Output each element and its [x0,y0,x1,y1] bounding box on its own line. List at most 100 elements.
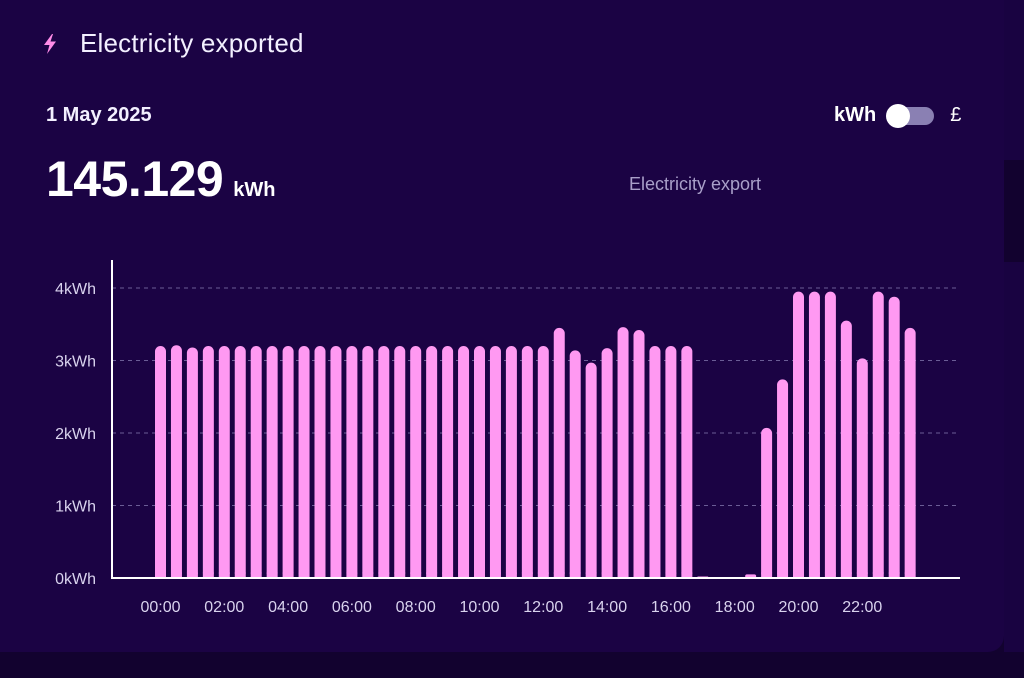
electricity-exported-card [0,0,1004,652]
bar-base-06:00 [346,572,358,578]
bar-14:00[interactable] [601,348,613,578]
bar-base-05:30 [330,572,342,578]
bar-00:30[interactable] [170,345,182,578]
bar-base-11:30 [521,572,533,578]
total-export-value: 145.129 [46,151,224,207]
bar-base-00:30 [170,572,182,578]
bar-15:00[interactable] [633,330,645,578]
x-tick-label: 04:00 [268,599,308,616]
bar-base-12:30 [553,572,565,578]
unit-kwh-label[interactable]: kWh [834,104,877,126]
bar-02:00[interactable] [218,346,230,578]
bar-19:30[interactable] [777,379,789,578]
bar-base-19:30 [777,572,789,578]
x-tick-label: 06:00 [332,599,372,616]
bar-20:00[interactable] [793,291,804,579]
bar-13:00[interactable] [569,350,581,578]
bar-07:30[interactable] [394,346,406,578]
bar-base-16:00 [665,572,677,578]
bar-base-03:00 [250,572,262,578]
bar-00:00[interactable] [155,346,166,578]
selected-date[interactable]: 1 May 2025 [46,104,152,126]
bar-04:30[interactable] [298,346,310,578]
bar-20:30[interactable] [808,291,820,579]
card-header: Electricity exported [42,28,304,59]
bar-19:00[interactable] [761,427,773,578]
bar-01:30[interactable] [202,346,214,578]
bar-09:30[interactable] [458,346,470,578]
bar-15:30[interactable] [649,346,661,578]
x-tick-label: 16:00 [651,599,691,616]
bar-base-23:00 [888,572,900,578]
bar-base-19:00 [761,572,773,578]
bar-base-01:00 [186,572,198,578]
bar-base-20:30 [808,572,820,578]
y-axis-tick-labels: 0kWh 1kWh 2kWh 3kWh 4kWh [55,281,96,588]
card-title: Electricity exported [80,28,304,58]
bar-05:00[interactable] [314,346,326,578]
bar-10:00[interactable] [474,346,485,578]
bar-12:00[interactable] [537,346,549,578]
chart-series-label: Electricity export [629,174,762,194]
bar-23:30[interactable] [904,327,916,579]
adjacent-card-edge-lower [1004,262,1024,652]
chart-axes [111,260,960,579]
y-tick-label: 1kWh [55,499,96,516]
bar-base-04:00 [282,572,294,578]
unit-gbp-label[interactable]: £ [950,104,962,126]
bar-01:00[interactable] [186,347,198,578]
bar-12:30[interactable] [553,327,565,579]
unit-toggle-group: kWh £ [834,103,962,128]
bar-base-23:30 [904,572,916,578]
bar-11:00[interactable] [505,346,517,578]
bar-21:00[interactable] [824,291,836,579]
bar-13:30[interactable] [585,362,597,578]
x-tick-label: 08:00 [396,599,436,616]
bar-14:30[interactable] [617,327,629,578]
x-tick-label: 14:00 [587,599,627,616]
bar-23:00[interactable] [888,296,900,578]
x-tick-label: 10:00 [459,599,499,616]
bar-base-15:30 [649,572,661,578]
unit-toggle-switch[interactable] [886,103,935,128]
bar-base-13:30 [585,572,597,578]
x-tick-label: 20:00 [778,599,818,616]
lightning-bolt-icon [44,33,56,54]
bar-10:30[interactable] [489,346,501,578]
bar-02:30[interactable] [234,346,246,578]
bar-base-11:00 [505,572,517,578]
bar-09:00[interactable] [442,346,454,578]
bar-base-10:00 [474,572,485,578]
bar-06:30[interactable] [362,346,374,578]
bar-03:30[interactable] [266,346,278,578]
bar-base-14:00 [601,572,613,578]
bar-08:00[interactable] [410,346,422,578]
bar-16:00[interactable] [665,346,677,578]
bar-base-21:00 [824,572,836,578]
bar-22:00[interactable] [856,358,868,578]
bar-base-10:30 [489,572,501,578]
bar-08:30[interactable] [426,346,438,578]
bar-04:00[interactable] [282,346,294,578]
bar-base-08:00 [410,572,422,578]
bar-base-03:30 [266,572,278,578]
bar-22:30[interactable] [872,291,884,579]
bar-base-21:30 [840,572,852,578]
x-tick-label: 18:00 [715,599,755,616]
bar-11:30[interactable] [521,346,533,578]
bar-16:30[interactable] [681,346,693,578]
bar-06:00[interactable] [346,346,358,578]
bar-base-07:00 [378,572,390,578]
bar-base-22:30 [872,572,884,578]
y-tick-label: 4kWh [55,281,96,298]
bar-base-15:00 [633,572,645,578]
bar-07:00[interactable] [378,346,390,578]
bar-base-01:30 [202,572,214,578]
y-tick-label: 2kWh [55,426,96,443]
bar-base-02:30 [234,572,246,578]
bar-21:30[interactable] [840,320,852,579]
x-tick-label: 02:00 [204,599,244,616]
bar-05:30[interactable] [330,346,342,578]
bar-03:00[interactable] [250,346,262,578]
bar-base-09:00 [442,572,454,578]
